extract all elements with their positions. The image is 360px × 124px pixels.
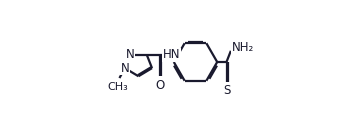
Text: NH₂: NH₂	[231, 41, 254, 54]
Text: HN: HN	[163, 48, 180, 62]
Text: N: N	[126, 48, 134, 62]
Text: CH₃: CH₃	[108, 82, 129, 92]
Text: N: N	[121, 62, 129, 75]
Text: O: O	[155, 78, 165, 92]
Text: S: S	[223, 84, 230, 97]
